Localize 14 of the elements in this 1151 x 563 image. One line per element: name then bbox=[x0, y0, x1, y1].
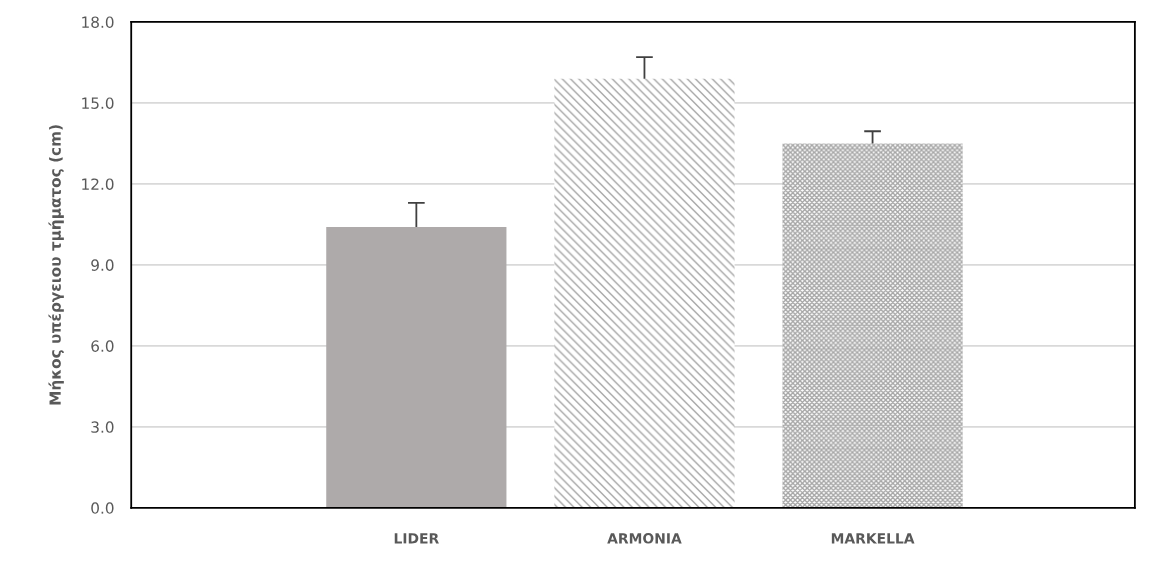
bar bbox=[326, 227, 507, 508]
y-tick-label: 0.0 bbox=[91, 502, 114, 514]
bar bbox=[782, 143, 963, 508]
y-tick-label: 18.0 bbox=[82, 16, 114, 28]
bar bbox=[554, 78, 735, 508]
x-tick-label: ARMONIA bbox=[607, 533, 682, 544]
y-tick-label: 15.0 bbox=[82, 97, 114, 109]
y-tick-label: 3.0 bbox=[91, 421, 114, 433]
y-tick-label: 12.0 bbox=[82, 178, 114, 190]
y-tick-label: 6.0 bbox=[91, 340, 114, 352]
y-tick-label: 9.0 bbox=[91, 259, 114, 271]
y-axis-title: Μήκος υπέργειου τμήματος (cm) bbox=[48, 125, 64, 405]
x-tick-label: LIDER bbox=[394, 533, 439, 544]
x-tick-label: MARKELLA bbox=[831, 533, 915, 544]
